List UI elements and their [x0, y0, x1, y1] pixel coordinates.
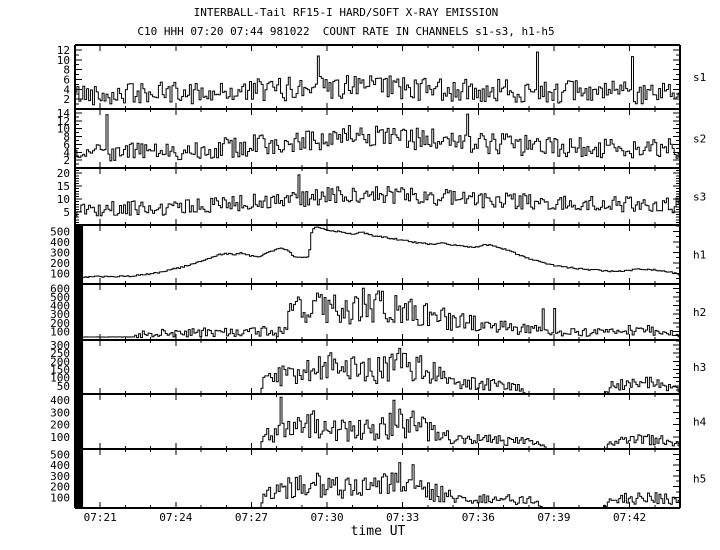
y-tick-label: 10	[57, 54, 70, 67]
x-tick-label: 07:42	[613, 511, 646, 524]
y-tick-label: 12	[57, 115, 70, 128]
y-tick-label: 100	[50, 267, 70, 280]
series-h5	[83, 462, 680, 508]
panel-s1	[75, 51, 680, 106]
plot-title: INTERBALL-Tail RF15-I HARD/SOFT X-RAY EM…	[193, 6, 499, 19]
plot-subtitle: C10 HHH 07:20 07:44 981022 COUNT RATE IN…	[137, 25, 555, 38]
axis-ticks-h1	[75, 225, 680, 284]
x-axis-label: time UT	[350, 524, 406, 539]
y-tick-label: 200	[50, 481, 70, 494]
y-tick-label: 20	[57, 167, 70, 180]
x-tick-label: 07:36	[462, 511, 495, 524]
y-tick-label: 10	[57, 193, 70, 206]
x-tick-label: 07:30	[311, 511, 344, 524]
series-s2	[75, 113, 680, 162]
series-h3	[83, 347, 680, 394]
y-tick-label: 4	[63, 83, 70, 96]
y-tick-label: 100	[50, 325, 70, 338]
x-tick-label: 07:21	[84, 511, 117, 524]
y-tick-label: 200	[50, 257, 70, 270]
x-tick-label: 07:27	[235, 511, 268, 524]
panel-label-s1: s1	[693, 71, 706, 84]
y-tick-label: 300	[50, 246, 70, 259]
panel-label-h5: h5	[693, 473, 706, 486]
series-h4	[83, 396, 680, 449]
y-tick-label: 100	[50, 431, 70, 444]
panel-label-s3: s3	[693, 191, 706, 204]
saturation-bar-h3	[75, 340, 84, 394]
panel-label-h3: h3	[693, 361, 706, 374]
panel-boundaries	[75, 44, 680, 509]
y-tick-label: 400	[50, 459, 70, 472]
y-tick-label: 15	[57, 180, 70, 193]
y-tick-label: 12	[57, 44, 70, 57]
y-tick-label: 250	[50, 347, 70, 360]
y-tick-label: 300	[50, 339, 70, 352]
y-tick-label: 8	[63, 64, 70, 77]
y-tick-label: 200	[50, 317, 70, 330]
y-tick-label: 400	[50, 394, 70, 407]
y-tick-label: 500	[50, 225, 70, 238]
y-tick-label: 200	[50, 355, 70, 368]
series-h2	[83, 287, 680, 339]
panel-h1	[75, 225, 680, 284]
y-tick-label: 8	[63, 131, 70, 144]
panel-h5	[75, 449, 680, 508]
saturation-bar-h5	[75, 449, 84, 508]
y-tick-label: 2	[63, 93, 70, 106]
y-tick-label: 100	[50, 372, 70, 385]
panel-label-s2: s2	[693, 133, 706, 146]
y-tick-label: 300	[50, 406, 70, 419]
y-tick-label: 100	[50, 491, 70, 504]
panel-s3	[75, 174, 680, 217]
series-s3	[75, 174, 680, 217]
y-tick-label: 50	[57, 380, 70, 393]
y-tick-label: 600	[50, 282, 70, 295]
panel-s2	[75, 113, 680, 162]
y-tick-label: 400	[50, 300, 70, 313]
panel-h3	[75, 340, 680, 394]
axis-ticks-s1	[75, 45, 680, 109]
y-tick-label: 14	[57, 107, 71, 120]
saturation-bar-h1	[75, 225, 84, 284]
y-tick-label: 500	[50, 291, 70, 304]
series-s1	[75, 51, 680, 106]
y-tick-label: 4	[63, 146, 70, 159]
panel-label-h1: h1	[693, 249, 706, 262]
y-tick-label: 300	[50, 470, 70, 483]
panel-label-h2: h2	[693, 306, 706, 319]
y-tick-label: 2	[63, 154, 70, 167]
axis-ticks-s2	[75, 109, 680, 168]
axis-ticks-h4	[75, 394, 680, 449]
x-tick-label: 07:24	[159, 511, 192, 524]
saturation-bar-h2	[75, 284, 84, 340]
y-tick-label: 300	[50, 308, 70, 321]
y-tick-label: 6	[63, 73, 70, 86]
series-h1	[83, 226, 680, 278]
axis-ticks-h2	[75, 284, 680, 340]
y-tick-label: 5	[63, 206, 70, 219]
axis-ticks-h3	[75, 340, 680, 394]
axis-ticks-h5	[75, 449, 680, 508]
x-tick-label: 07:39	[537, 511, 570, 524]
y-tick-label: 150	[50, 363, 70, 376]
y-tick-label: 10	[57, 123, 70, 136]
axis-ticks-s3	[75, 168, 680, 225]
y-tick-label: 400	[50, 236, 70, 249]
y-tick-label: 6	[63, 138, 70, 151]
plot-frame	[74, 45, 681, 508]
y-tick-label: 200	[50, 419, 70, 432]
saturation-bar-h4	[75, 394, 84, 449]
panel-h2	[75, 284, 680, 340]
panel-label-h4: h4	[693, 416, 707, 429]
y-tick-label: 500	[50, 448, 70, 461]
x-tick-label: 07:33	[386, 511, 419, 524]
panel-h4	[75, 394, 680, 449]
